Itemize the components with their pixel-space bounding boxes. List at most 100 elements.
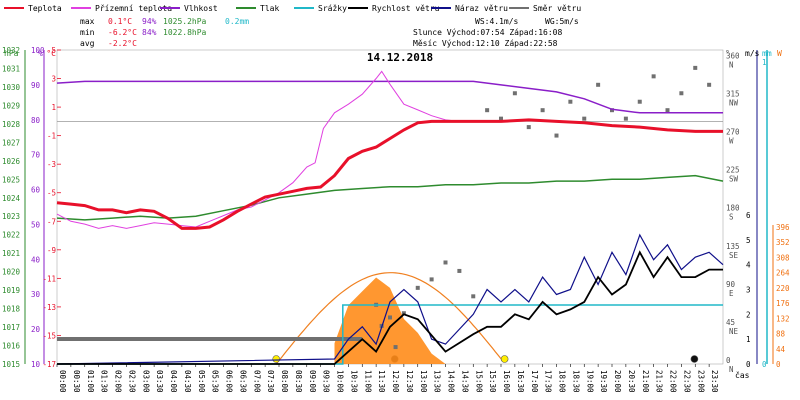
x-tick-label: 18:30 xyxy=(571,370,580,393)
pressure-tick-label: 1028 xyxy=(2,120,21,129)
sunrise-marker xyxy=(272,355,281,363)
wind-tick-label: 3 xyxy=(746,286,751,295)
pressure-tick-label: 1026 xyxy=(2,157,21,166)
theoretical-solar-curve xyxy=(275,272,505,365)
solar-tick-label: 132 xyxy=(776,314,790,323)
wind-direction-point xyxy=(582,116,587,121)
legend-label: Náraz větru xyxy=(455,4,508,13)
temperature-tick-label: -13 xyxy=(42,303,56,312)
direction-cardinal-label: NE xyxy=(729,327,739,336)
x-tick-label: 05:00 xyxy=(197,370,206,393)
stat-humidity: 94% xyxy=(142,17,157,26)
solar-tick-label: 352 xyxy=(776,238,790,247)
direction-tick-label: 270 xyxy=(726,128,740,137)
series-teplota xyxy=(56,118,723,230)
x-tick-label: 17:30 xyxy=(544,370,553,393)
stat-temp: -6.2°C xyxy=(108,28,137,37)
x-tick-label: 13:30 xyxy=(433,370,442,393)
stat-label: max xyxy=(80,17,95,26)
x-tick-label: 01:30 xyxy=(100,370,109,393)
x-tick-label: 09:00 xyxy=(308,370,317,393)
stat-label: min xyxy=(80,28,95,37)
temperature-tick-label: -5 xyxy=(47,189,56,198)
direction-cardinal-label: S xyxy=(729,213,734,222)
x-tick-label: 17:00 xyxy=(530,370,539,393)
x-tick-label: 12:30 xyxy=(405,370,414,393)
temperature-tick-label: 3 xyxy=(51,75,56,84)
wind-tick-label: 4 xyxy=(746,261,751,270)
pressure-tick-label: 1017 xyxy=(2,323,20,332)
wind-direction-point xyxy=(554,133,559,138)
humidity-unit: % xyxy=(38,49,43,58)
pressure-tick-label: 1019 xyxy=(2,286,20,295)
wind-direction-point xyxy=(393,345,398,350)
x-tick-label: 10:00 xyxy=(336,370,345,393)
temperature-unit: °C xyxy=(46,49,56,58)
x-tick-label: 08:30 xyxy=(294,370,303,393)
wind-tick-label: 1 xyxy=(746,335,751,344)
pressure-tick-label: 1029 xyxy=(2,101,20,110)
temperature-tick-label: -3 xyxy=(47,160,56,169)
x-tick-label: 14:30 xyxy=(460,370,469,393)
x-tick-label: 11:00 xyxy=(363,370,372,393)
pressure-tick-label: 1018 xyxy=(2,305,21,314)
x-tick-label: 08:00 xyxy=(280,370,289,393)
temperature-tick-label: -7 xyxy=(47,217,56,226)
wind-direction-point xyxy=(707,82,712,87)
x-tick-label: 20:30 xyxy=(627,370,636,393)
pressure-tick-label: 1031 xyxy=(2,64,20,73)
wind-direction-point xyxy=(401,311,406,316)
x-tick-label: 21:00 xyxy=(641,370,650,393)
humidity-tick-label: 60 xyxy=(31,186,41,195)
solar-tick-label: 0 xyxy=(776,360,781,369)
temperature-tick-label: -17 xyxy=(42,360,56,369)
x-tick-label: 12:00 xyxy=(391,370,400,393)
wind-direction-point xyxy=(623,116,628,121)
x-tick-label: 20:00 xyxy=(613,370,622,393)
x-tick-label: 18:00 xyxy=(558,370,567,393)
solar-tick-label: 396 xyxy=(776,223,790,232)
x-tick-label: 06:00 xyxy=(225,370,234,393)
x-axis-label: čas xyxy=(735,370,750,380)
pressure-tick-label: 1020 xyxy=(2,268,21,277)
pressure-tick-label: 1030 xyxy=(2,83,21,92)
series-naraz-vetru xyxy=(56,233,724,365)
x-tick-label: 07:30 xyxy=(266,370,275,393)
precip-tick-label: 0 xyxy=(762,360,767,369)
pressure-tick-label: 1022 xyxy=(2,231,20,240)
legend-label: Směr větru xyxy=(533,4,581,13)
stat-rain: 0.2mm xyxy=(225,17,249,26)
x-tick-label: 00:30 xyxy=(72,370,81,393)
wind-unit: m/s xyxy=(745,49,760,58)
x-tick-label: 03:30 xyxy=(155,370,164,393)
x-tick-label: 22:30 xyxy=(682,370,691,393)
info-wg: WG:5m/s xyxy=(545,17,579,26)
direction-cardinal-label: E xyxy=(729,289,734,298)
wind-direction-point xyxy=(457,268,462,273)
wind-direction-point xyxy=(526,125,531,130)
humidity-tick-label: 70 xyxy=(31,151,41,160)
info-moon: Měsíc Východ:12:10 Západ:22:58 xyxy=(413,39,558,48)
solar-tick-label: 308 xyxy=(776,253,790,262)
x-tick-label: 10:30 xyxy=(349,370,358,393)
wind-direction-point xyxy=(596,82,601,87)
pressure-tick-label: 1024 xyxy=(2,194,21,203)
x-tick-label: 15:00 xyxy=(474,370,483,393)
direction-tick-label: 315 xyxy=(726,89,740,98)
stat-label: avg xyxy=(80,39,95,48)
wind-direction-point xyxy=(540,108,545,113)
solar-tick-label: 88 xyxy=(776,330,786,339)
wind-direction-point xyxy=(512,91,517,96)
wind-direction-point xyxy=(429,277,434,282)
solar-unit: W xyxy=(777,49,782,58)
legend-label: Přízemní teplota xyxy=(95,4,172,13)
direction-cardinal-label: SW xyxy=(729,175,739,184)
direction-cardinal-label: W xyxy=(729,137,734,146)
direction-tick-label: 90 xyxy=(726,280,736,289)
x-tick-label: 21:30 xyxy=(655,370,664,393)
temperature-tick-label: 1 xyxy=(51,103,56,112)
legend-label: Srážky xyxy=(318,4,347,13)
legend-label: Vlhkost xyxy=(184,4,218,13)
moonset-marker xyxy=(690,355,699,363)
